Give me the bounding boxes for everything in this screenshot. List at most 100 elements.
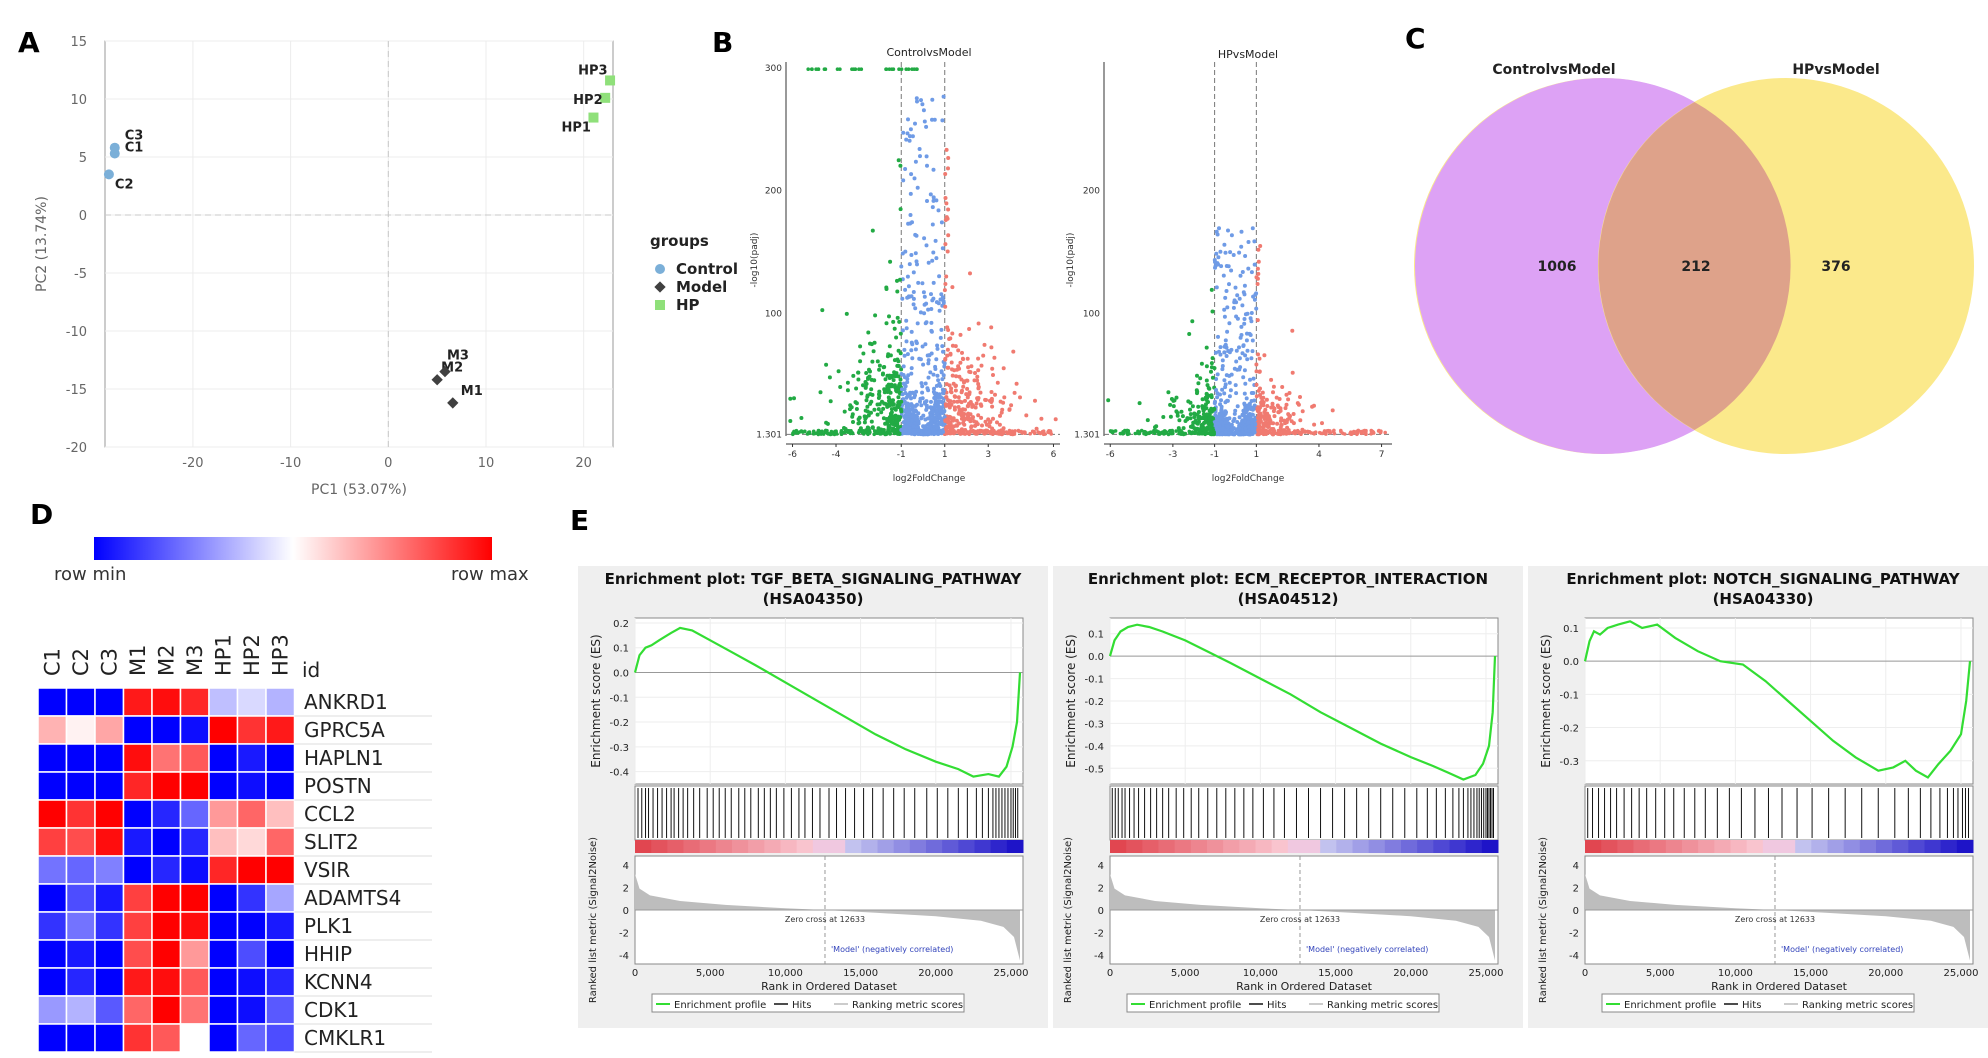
heatmap-cell xyxy=(236,827,267,857)
gsea-rank-colorbar-segment xyxy=(845,840,862,853)
volcano-point xyxy=(850,67,854,71)
volcano-point xyxy=(976,382,981,386)
volcano-point xyxy=(1041,429,1046,434)
gsea-metric-tick: -4 xyxy=(1569,951,1579,962)
volcano-point xyxy=(1271,405,1275,410)
heatmap-column-label: M1 xyxy=(126,645,150,676)
volcano-point xyxy=(907,426,912,431)
heatmap-cell xyxy=(122,743,153,773)
pca-point-label: C3 xyxy=(125,129,144,144)
gsea-rank-colorbar-segment xyxy=(1811,840,1828,853)
volcano-point xyxy=(896,395,901,400)
volcano-point xyxy=(864,398,869,403)
volcano-point xyxy=(1171,431,1175,436)
volcano-point xyxy=(910,134,915,139)
gsea-rank-colorbar-segment xyxy=(748,840,765,853)
volcano-point xyxy=(907,262,912,267)
volcano-point xyxy=(1242,401,1247,406)
volcano-point xyxy=(960,350,964,355)
heatmap-cell xyxy=(151,827,182,857)
volcano-point xyxy=(935,373,940,378)
volcano-point xyxy=(904,427,909,432)
volcano-point xyxy=(1215,232,1220,237)
volcano-point xyxy=(900,328,905,333)
volcano-point xyxy=(1185,417,1190,422)
volcano-point xyxy=(1224,410,1228,415)
volcano-point xyxy=(895,315,900,320)
volcano-point xyxy=(976,368,981,373)
gsea-rank-colorbar-segment xyxy=(699,840,717,853)
volcano-point xyxy=(1279,422,1284,427)
volcano-point xyxy=(1199,361,1204,366)
volcano-point xyxy=(1325,429,1329,433)
volcano-point xyxy=(996,430,1000,435)
volcano-point xyxy=(993,392,997,397)
volcano-point xyxy=(1251,376,1256,381)
gsea-rank-colorbar-segment xyxy=(1006,840,1024,853)
gsea-es-tick: -0.2 xyxy=(1084,697,1104,708)
pca-y-tick: 15 xyxy=(70,35,87,50)
volcano-point xyxy=(1243,426,1248,431)
volcano-point xyxy=(875,412,880,417)
volcano-point xyxy=(933,238,938,243)
heatmap-cell xyxy=(65,911,96,941)
gsea-x-tick: 10,000 xyxy=(768,968,803,979)
volcano-point xyxy=(1289,419,1294,424)
volcano-point xyxy=(892,358,897,363)
volcano-point xyxy=(944,147,949,152)
pca-y-label: PC2 (13.74%) xyxy=(34,196,50,292)
volcano-point xyxy=(875,359,880,364)
volcano-point xyxy=(976,413,981,418)
gsea-title-line2: (HSA04350) xyxy=(763,590,864,608)
gsea-rank-colorbar-segment xyxy=(1481,840,1499,853)
volcano-point xyxy=(1188,407,1192,412)
volcano-point xyxy=(948,352,953,357)
volcano-point xyxy=(981,353,986,358)
volcano-point xyxy=(1277,431,1281,436)
volcano-point xyxy=(908,127,913,132)
gsea-es-tick: 0.0 xyxy=(613,669,629,680)
venn-diagram: ControlvsModel HPvsModel 1006 212 376 xyxy=(1414,62,1974,454)
heatmap-cell xyxy=(65,967,96,997)
volcano-point xyxy=(916,411,921,416)
heatmap-cell xyxy=(65,995,96,1025)
gsea-es-tick: -0.1 xyxy=(1084,675,1104,686)
volcano-point xyxy=(991,432,995,437)
heatmap-row-label: CMKLR1 xyxy=(304,1026,386,1050)
volcano-point xyxy=(1284,392,1289,397)
volcano-point xyxy=(1204,402,1208,407)
volcano-point xyxy=(872,432,876,437)
volcano-point xyxy=(1237,356,1242,361)
volcano-point xyxy=(922,425,927,430)
volcano-point xyxy=(1243,254,1248,258)
volcano-point xyxy=(961,384,966,389)
volcano-point xyxy=(893,385,898,390)
pca-y-tick: 10 xyxy=(70,93,87,108)
volcano-point xyxy=(907,138,912,143)
volcano-point xyxy=(941,390,946,395)
gsea-legend-hits: Hits xyxy=(1267,1000,1286,1011)
volcano-point xyxy=(1251,391,1256,395)
volcano-point xyxy=(897,432,902,436)
volcano-point xyxy=(1209,361,1214,366)
volcano-point xyxy=(884,321,889,326)
volcano-point xyxy=(1258,244,1263,248)
volcano-point xyxy=(1284,402,1289,407)
volcano-point xyxy=(1249,319,1254,324)
volcano-point xyxy=(881,406,886,411)
gsea-rank-colorbar-segment xyxy=(1714,840,1731,853)
volcano-point xyxy=(1220,387,1225,392)
volcano-point xyxy=(1180,414,1185,419)
volcano-point xyxy=(931,167,936,172)
volcano-point xyxy=(1228,250,1233,255)
volcano-point xyxy=(903,287,908,292)
volcano-point xyxy=(1011,349,1016,354)
volcano-point xyxy=(1210,356,1215,361)
volcano-point xyxy=(1235,404,1240,409)
volcano-point xyxy=(1262,410,1267,415)
volcano-point xyxy=(1190,319,1195,324)
volcano-point xyxy=(1256,247,1261,252)
pca-y-tick: -5 xyxy=(74,267,87,282)
volcano-control-x-label: log2FoldChange xyxy=(893,474,966,484)
volcano-point xyxy=(1245,403,1250,408)
